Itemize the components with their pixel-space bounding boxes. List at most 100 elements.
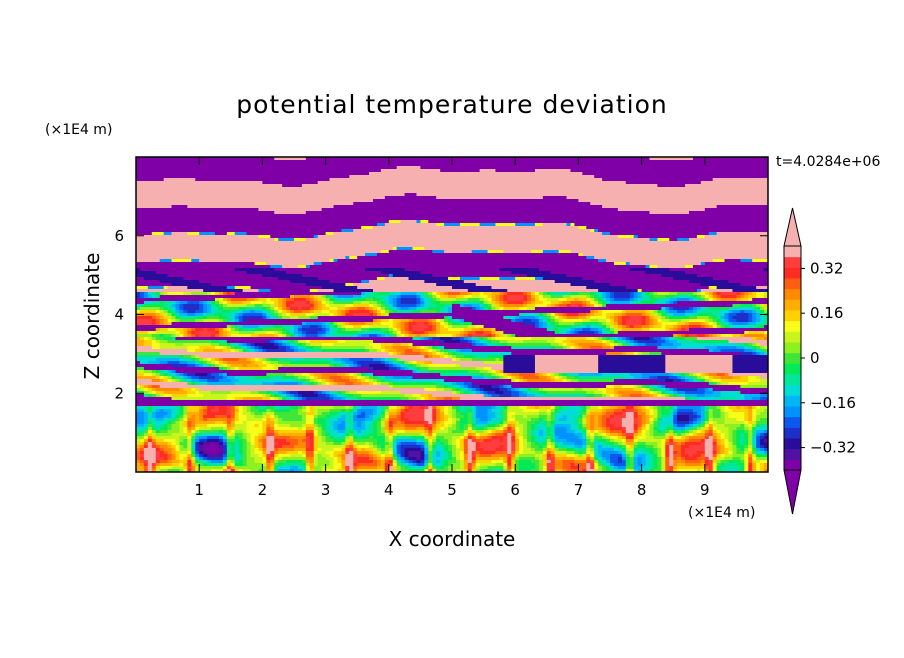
field-cell: [341, 394, 346, 398]
field-cell: [692, 433, 698, 437]
field-cell: [527, 307, 536, 311]
field-cell: [645, 451, 651, 455]
field-cell: [724, 322, 730, 326]
field-cell: [388, 307, 394, 311]
field-cell: [195, 454, 200, 458]
field-cell: [467, 421, 473, 425]
field-cell: [613, 439, 623, 443]
field-cell: [215, 331, 220, 335]
field-cell: [424, 445, 429, 449]
field-cell: [305, 454, 315, 458]
field-cell: [222, 310, 232, 314]
field-cell: [744, 343, 749, 347]
field-cell: [290, 304, 311, 308]
field-cell: [420, 445, 425, 449]
field-cell: [637, 439, 662, 443]
field-cell: [270, 358, 279, 362]
field-cell: [586, 451, 591, 455]
field-cell: [613, 331, 619, 335]
field-cell: [262, 181, 319, 185]
field-cell: [444, 460, 449, 464]
field-cell: [341, 412, 346, 416]
field-cell: [139, 295, 145, 299]
field-cell: [720, 442, 726, 446]
field-cell: [270, 310, 275, 314]
field-cell: [218, 301, 224, 305]
field-cell: [345, 424, 350, 428]
field-cell: [459, 385, 465, 389]
field-cell: [487, 466, 504, 470]
field-cell: [159, 301, 165, 305]
field-cell: [373, 445, 378, 449]
field-cell: [748, 376, 757, 380]
field-cell: [633, 385, 639, 389]
field-cell: [155, 460, 161, 464]
field-cell: [534, 313, 540, 317]
field-cell: [448, 412, 453, 416]
field-cell: [246, 433, 252, 437]
field-cell: [376, 412, 382, 416]
field-cell: [266, 442, 275, 446]
field-cell: [740, 436, 745, 440]
field-cell: [685, 463, 702, 467]
field-cell: [546, 319, 552, 323]
field-cell: [704, 208, 768, 212]
field-cell: [384, 376, 394, 380]
field-cell: [613, 343, 619, 347]
field-cell: [357, 373, 362, 377]
field-cell: [384, 196, 437, 200]
field-cell: [361, 436, 370, 440]
field-cell: [681, 454, 690, 458]
field-cell: [527, 430, 532, 434]
field-cell: [720, 379, 749, 383]
field-cell: [238, 346, 244, 350]
field-cell: [424, 397, 429, 401]
field-cell: [211, 304, 216, 308]
field-cell: [487, 370, 493, 374]
field-cell: [633, 295, 639, 299]
field-cell: [574, 457, 587, 461]
field-cell: [424, 412, 433, 416]
field-cell: [313, 295, 319, 299]
field-cell: [179, 406, 184, 410]
field-cell: [467, 418, 473, 422]
field-cell: [582, 346, 591, 350]
field-cell: [661, 325, 666, 329]
field-cell: [282, 313, 287, 317]
field-cell: [704, 448, 714, 452]
field-cell: [159, 346, 188, 350]
field-cell: [392, 436, 398, 440]
field-cell: [388, 415, 398, 419]
field-cell: [238, 325, 244, 329]
field-cell: [550, 451, 556, 455]
field-cell: [479, 304, 485, 308]
field-cell: [179, 334, 184, 338]
field-cell: [629, 457, 635, 461]
field-cell: [546, 421, 552, 425]
field-cell: [274, 466, 279, 470]
field-cell: [661, 442, 666, 446]
field-cell: [392, 445, 398, 449]
field-cell: [744, 349, 753, 353]
field-cell: [369, 445, 374, 449]
field-cell: [301, 424, 307, 428]
field-cell: [728, 439, 734, 443]
field-cell: [756, 439, 761, 443]
field-cell: [136, 460, 141, 464]
field-cell: [633, 376, 643, 380]
field-cell: [653, 424, 658, 428]
field-cell: [436, 463, 441, 467]
field-cell: [274, 451, 279, 455]
field-cell: [143, 301, 153, 305]
field-cell: [538, 322, 544, 326]
field-cell: [215, 304, 220, 308]
field-cell: [420, 454, 425, 458]
field-cell: [700, 322, 706, 326]
field-cell: [258, 439, 263, 443]
field-cell: [645, 424, 651, 428]
field-cell: [689, 454, 694, 458]
field-cell: [558, 313, 564, 317]
field-cell: [349, 397, 358, 401]
field-cell: [455, 349, 461, 353]
field-cell: [424, 247, 768, 251]
